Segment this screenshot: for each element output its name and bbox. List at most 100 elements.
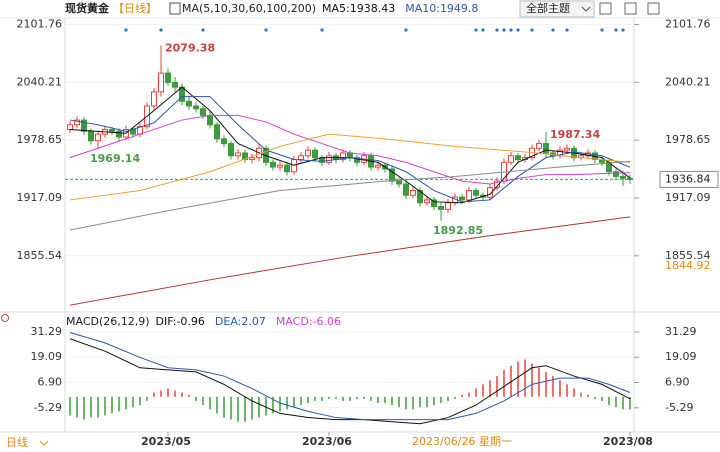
indicator-icon[interactable]	[169, 2, 181, 15]
macd-bar	[307, 396, 309, 404]
candle-body	[515, 155, 521, 161]
period-selector[interactable]: 日线	[6, 435, 28, 449]
candle-body	[221, 138, 227, 145]
event-marker	[621, 28, 625, 32]
candle-body	[466, 190, 472, 201]
candle-body	[186, 100, 192, 107]
event-marker	[404, 28, 408, 32]
candle-body	[445, 202, 451, 210]
y-tick-label-right: -5.29	[665, 401, 693, 414]
price-marker-label: 1844.92	[665, 259, 711, 272]
event-marker	[159, 28, 163, 32]
ma-line	[69, 96, 631, 203]
toolbar-icon[interactable]	[647, 2, 660, 15]
macd-bar	[447, 396, 449, 401]
macd-bar	[76, 396, 78, 418]
macd-bar	[384, 396, 386, 404]
legend-entry: MACD:-6.06	[276, 315, 341, 328]
indicator-label: MACD(26,12,9)	[66, 315, 150, 328]
macd-bar	[286, 396, 288, 410]
theme-button[interactable]	[519, 0, 595, 18]
candle-body	[613, 171, 619, 177]
candle-body	[193, 105, 199, 110]
macd-bar	[265, 396, 267, 416]
macd-bar	[475, 388, 477, 397]
macd-bar	[454, 396, 456, 399]
dropdown-arrow	[39, 440, 49, 446]
legend-entry: DEA:2.07	[215, 315, 266, 328]
y-tick-label-right: 2101.76	[665, 17, 711, 30]
macd-bar	[580, 392, 582, 397]
macd-bar	[615, 396, 617, 408]
y-tick-label: 1978.65	[17, 133, 63, 146]
macd-bar	[566, 384, 568, 397]
ma-line	[69, 216, 631, 306]
legend-entry: MA5:1938.43	[322, 2, 395, 15]
candle-body	[207, 114, 213, 126]
macd-bar	[538, 367, 540, 397]
candle-body	[326, 155, 332, 163]
candle-body	[396, 180, 402, 185]
event-marker	[600, 28, 604, 32]
y-tick-label: -5.29	[34, 401, 62, 414]
macd-bar	[160, 390, 162, 397]
macd-bar	[69, 396, 71, 416]
candle-body	[249, 157, 255, 161]
macd-bar	[237, 396, 239, 422]
macd-bar	[440, 396, 442, 404]
extreme-label: 1969.14	[90, 152, 140, 165]
y-tick-label-right: 2040.21	[665, 75, 711, 88]
indicator-label: MA(5,10,30,60,100,200)	[182, 2, 316, 15]
macd-bar	[167, 388, 169, 397]
macd-bar	[349, 396, 351, 401]
toolbar-icon[interactable]	[599, 2, 612, 15]
y-tick-label: 31.29	[31, 325, 63, 338]
macd-bar	[426, 396, 428, 408]
macd-bar	[174, 390, 176, 397]
macd-bar	[489, 380, 491, 397]
x-tick-label: 2023/08	[603, 435, 653, 448]
candle-body	[494, 180, 500, 189]
candle-body	[305, 149, 311, 157]
y-tick-label: 1855.54	[17, 249, 63, 262]
ma-line	[69, 114, 631, 185]
y-tick-label-right: 1978.65	[665, 133, 711, 146]
extreme-label: 1987.34	[550, 128, 600, 141]
y-tick-label-right: 31.29	[665, 325, 697, 338]
x-tick-label: 2023/05	[141, 435, 191, 448]
macd-bar	[552, 376, 554, 397]
macd-bar	[321, 396, 323, 401]
dropdown-arrow	[581, 6, 591, 12]
candle-body	[95, 133, 101, 142]
candle-body	[375, 164, 381, 168]
candle-body	[487, 187, 493, 198]
settings-icon[interactable]	[1, 314, 9, 322]
macd-bar	[300, 396, 302, 406]
candle-body	[172, 81, 178, 88]
theme-button-label[interactable]: 全部主题	[526, 1, 570, 15]
y-tick-label-right: 19.09	[665, 350, 697, 363]
macd-bar	[391, 396, 393, 406]
macd-bar	[209, 396, 211, 410]
candle-body	[340, 152, 346, 161]
toolbar-icon[interactable]	[624, 2, 637, 15]
macd-bar	[587, 394, 589, 397]
macd-bar	[195, 396, 197, 401]
macd-bar	[377, 396, 379, 404]
candle-body	[277, 164, 283, 168]
period[interactable]: 【日线】	[113, 1, 157, 15]
symbol: 现货黄金	[65, 1, 110, 15]
macd-bar	[202, 396, 204, 406]
candle-body	[74, 119, 80, 126]
candle-body	[298, 155, 304, 161]
macd-bar	[244, 396, 246, 422]
candle-body	[200, 108, 206, 116]
macd-bar	[601, 396, 603, 401]
event-marker	[516, 28, 520, 32]
event-marker	[565, 28, 569, 32]
candle-body	[312, 149, 318, 159]
macd-bar	[398, 396, 400, 408]
macd-bar	[293, 396, 295, 408]
macd-bar	[608, 396, 610, 406]
